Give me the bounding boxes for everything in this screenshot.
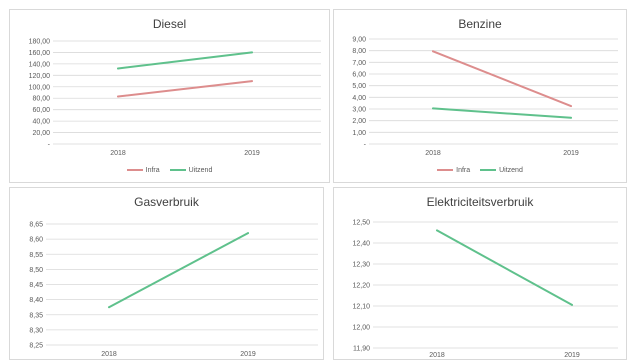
data-point	[117, 95, 119, 98]
data-point	[432, 107, 434, 110]
x-tick-label: 2019	[564, 352, 580, 359]
x-tick-label: 2019	[244, 150, 260, 157]
y-tick-label: 8,35	[29, 312, 43, 319]
legend-item: Infra	[437, 167, 470, 174]
y-tick-label: 8,65	[29, 222, 43, 229]
y-tick-label: 60,00	[32, 107, 50, 114]
data-point	[570, 105, 572, 107]
y-tick-label: 12,50	[352, 220, 370, 227]
y-tick-label: 1,00	[352, 130, 366, 137]
y-tick-label: 8,00	[352, 48, 366, 55]
y-tick-label: 120,00	[29, 73, 51, 80]
legend-swatch-uitzend	[480, 169, 497, 172]
y-tick-label: 8,50	[29, 267, 43, 274]
legend-label: Infra	[145, 167, 160, 174]
y-tick-label: 140,00	[29, 61, 51, 68]
data-point	[432, 50, 434, 53]
chart-plot: 11,90 12,00 12,10 12,20 12,30 12,40 12,50 2018 2…	[352, 220, 618, 359]
y-tick-label: 8,40	[29, 297, 43, 304]
chart-title: Diesel	[152, 17, 187, 31]
legend-label: Uitzend	[188, 167, 213, 174]
y-tick-label: 160,00	[29, 50, 51, 57]
legend-item: Uitzend	[169, 167, 213, 174]
data-point	[247, 232, 249, 234]
data-point	[108, 306, 110, 309]
y-tick-label: 40,00	[32, 119, 50, 126]
x-tick-label: 2019	[563, 150, 579, 157]
y-tick-label: -	[364, 142, 367, 149]
y-tick-label: 8,25	[29, 343, 43, 350]
chart-panel-elektriciteitsverbruik: Elektriciteitsverbruik 11,90 12,00 12,10 12…	[333, 187, 627, 360]
legend-swatch-infra	[126, 169, 143, 172]
y-tick-label: 7,00	[352, 60, 366, 67]
x-tick-label: 2018	[110, 150, 126, 157]
y-tick-label: 100,00	[29, 84, 51, 91]
data-point	[436, 229, 438, 232]
y-tick-label: 8,45	[29, 282, 43, 289]
chart-title: Elektriciteitsverbruik	[426, 195, 534, 209]
legend-swatch-uitzend	[169, 169, 186, 172]
y-tick-label: 80,00	[32, 96, 50, 103]
chart-panel-benzine: Benzine - 1,00 2,00 3,00 4,00 5,00 6,00 7,00 8,0…	[333, 9, 627, 183]
chart-title: Gasverbruik	[134, 195, 199, 209]
y-tick-label: 6,00	[352, 72, 366, 79]
y-tick-label: 3,00	[352, 107, 366, 114]
chart-legend: Infra Uitzend	[10, 167, 329, 174]
series-line	[108, 232, 249, 309]
data-point	[570, 116, 572, 119]
y-tick-label: 180,00	[29, 39, 51, 46]
chart-panel-gasverbruik: Gasverbruik 8,25 8,30 8,35 8,40 8,45 8,50 8,55…	[9, 187, 324, 360]
series-line	[117, 80, 253, 98]
y-tick-label: 12,10	[352, 304, 370, 311]
y-tick-label: 5,00	[352, 83, 366, 90]
series-line	[117, 51, 253, 70]
y-tick-label: 11,90	[353, 346, 370, 353]
x-tick-label: 2018	[101, 351, 117, 358]
legend-label: Infra	[456, 167, 471, 174]
chart-plot: - 20,00 40,00 60,00 80,00 100,00 120,00 140,00 1…	[29, 39, 321, 157]
y-tick-label: 8,30	[29, 327, 43, 334]
y-tick-label: 12,00	[352, 325, 370, 332]
y-tick-label: 4,00	[352, 95, 366, 102]
legend-swatch-infra	[437, 169, 454, 172]
data-point	[251, 80, 253, 82]
y-tick-label: 12,30	[352, 262, 370, 269]
x-tick-label: 2018	[425, 150, 441, 157]
chart-plot: - 1,00 2,00 3,00 4,00 5,00 6,00 7,00 8,00 9,00 201…	[352, 37, 618, 157]
y-tick-label: 8,60	[29, 237, 43, 244]
y-tick-label: 9,00	[352, 37, 366, 44]
chart-panel-diesel: Diesel - 20,00 40,00 60,00 80,00 100,00 120,00…	[9, 9, 330, 183]
series-line	[436, 229, 573, 306]
y-tick-label: 2,00	[352, 118, 366, 125]
chart-plot: 8,25 8,30 8,35 8,40 8,45 8,50 8,55 8,60 8,65 2018…	[29, 222, 318, 358]
legend-item: Uitzend	[480, 167, 523, 174]
data-point	[117, 67, 119, 70]
chart-title: Benzine	[458, 17, 502, 31]
data-point	[251, 51, 253, 54]
legend-label: Uitzend	[499, 167, 523, 174]
y-tick-label: 8,55	[29, 252, 43, 259]
chart-legend: Infra Uitzend	[334, 167, 626, 174]
series-line	[432, 50, 572, 108]
y-tick-label: 12,20	[352, 283, 370, 290]
x-tick-label: 2018	[429, 352, 445, 359]
y-tick-label: -	[48, 142, 51, 149]
legend-item: Infra	[126, 167, 160, 174]
y-tick-label: 20,00	[32, 130, 50, 137]
series-line	[432, 107, 572, 119]
data-point	[571, 304, 573, 306]
x-tick-label: 2019	[240, 351, 256, 358]
y-tick-label: 12,40	[352, 241, 370, 248]
